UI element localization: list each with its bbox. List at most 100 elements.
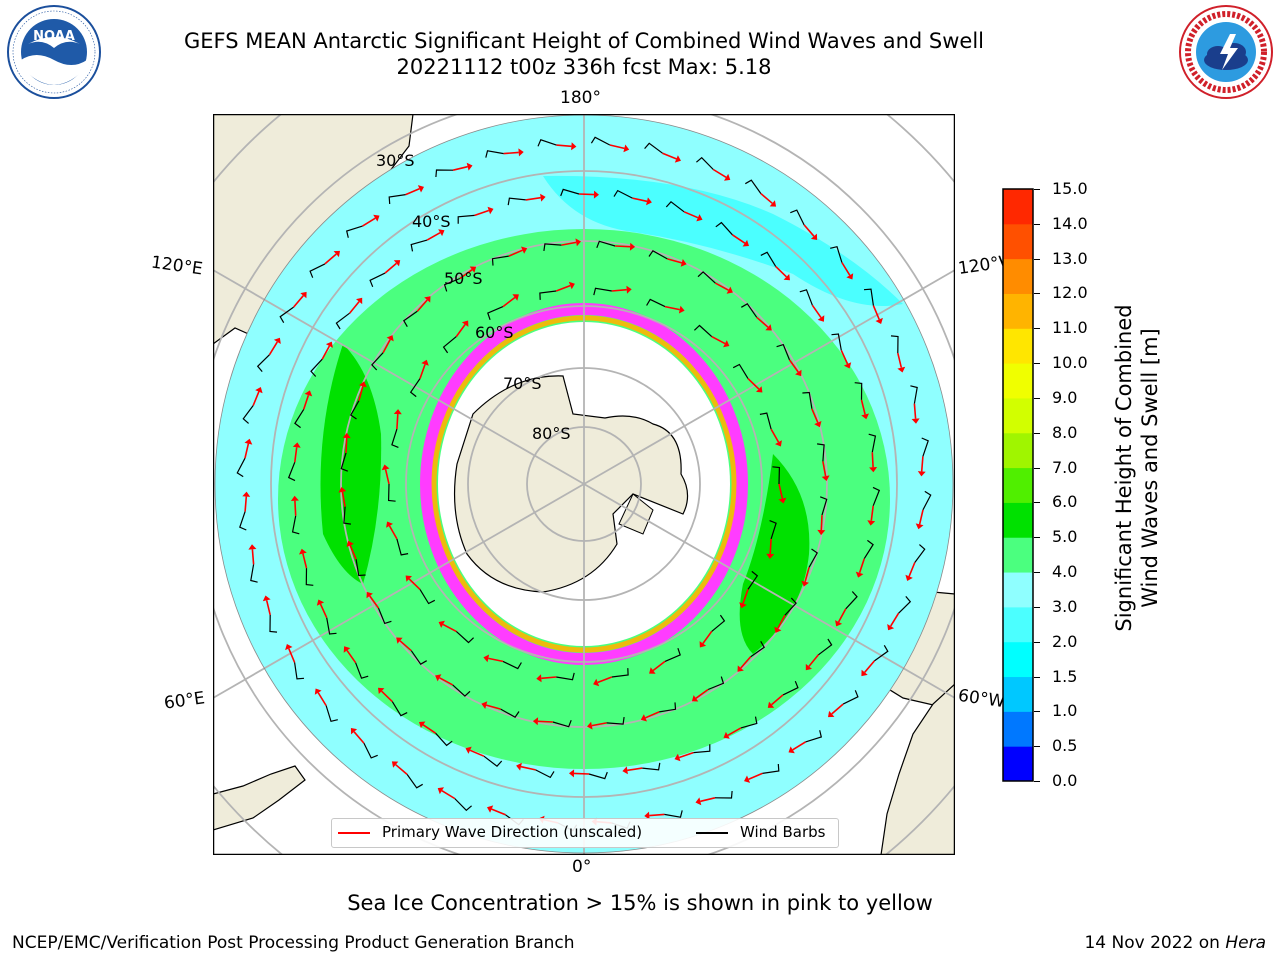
wind-barb <box>874 644 889 662</box>
wave-direction-arrow <box>426 232 441 241</box>
wave-direction-arrowhead <box>393 260 401 267</box>
wave-direction-arrow <box>345 437 348 453</box>
wave-direction-arrowhead <box>674 155 681 163</box>
wave-direction-arrow <box>771 694 784 706</box>
wind-barb <box>305 568 314 586</box>
wave-direction-arrow <box>712 168 727 178</box>
wave-direction-arrowhead <box>674 753 681 762</box>
wind-barb <box>236 457 246 478</box>
wind-barb <box>646 298 666 308</box>
wave-direction-arrowhead <box>255 387 263 394</box>
wave-direction-arrow <box>811 304 822 319</box>
wave-direction-arrowhead <box>821 475 830 481</box>
wave-direction-arrow <box>860 399 866 415</box>
nws-logo <box>1179 5 1273 99</box>
wind-barb <box>769 520 777 540</box>
chart-title: GEFS MEAN Antarctic Significant Height o… <box>183 29 985 53</box>
wind-barb <box>590 136 611 146</box>
wave-direction-arrow <box>920 456 924 472</box>
wave-direction-arrow <box>777 614 786 629</box>
wind-barb <box>239 511 247 531</box>
wave-direction-arrow <box>382 339 391 354</box>
wind-barb <box>747 570 759 590</box>
wind-barb <box>419 589 436 605</box>
colorbar-tick-mark <box>1034 223 1040 225</box>
wind-barb <box>818 638 833 656</box>
wave-direction-arrowhead <box>461 320 469 327</box>
wave-direction-arrowhead <box>386 521 393 528</box>
wave-direction-arrowhead <box>774 626 782 633</box>
lat-label-60s: 60°S <box>475 323 514 342</box>
wave-direction-arrowhead <box>391 761 399 768</box>
colorbar-tick-label: 5.0 <box>1052 527 1078 547</box>
wind-barb <box>350 400 360 420</box>
wind-barb <box>744 179 762 194</box>
colorbar-tick-mark <box>1034 467 1040 469</box>
wave-direction-arrowhead <box>756 386 763 393</box>
wind-barb <box>325 705 338 723</box>
wind-barb <box>642 762 661 771</box>
wind-barb <box>396 538 409 556</box>
colorbar-tick-mark <box>1034 502 1040 504</box>
wind-barb <box>388 194 406 205</box>
colorbar-segment <box>1003 328 1033 364</box>
wave-direction-arrowhead <box>290 495 299 501</box>
wave-direction-arrow <box>294 447 298 463</box>
colorbar-segment <box>1003 606 1033 643</box>
colorbar-segment <box>1003 223 1033 260</box>
wind-barb <box>831 333 842 351</box>
wave-direction-arrow <box>870 505 874 521</box>
wave-direction-arrow <box>792 741 806 751</box>
wave-direction-arrow <box>302 553 308 569</box>
wave-direction-arrow <box>858 558 866 574</box>
colorbar-tick-label: 6.0 <box>1052 492 1078 512</box>
wave-direction-arrow <box>831 703 844 715</box>
wind-barb <box>435 732 453 747</box>
wind-barb <box>556 672 575 681</box>
wave-direction-arrow <box>803 224 815 237</box>
wind-barb <box>696 156 714 170</box>
wave-direction-arrow <box>775 265 787 278</box>
wave-direction-arrowhead <box>696 214 703 222</box>
colorbar-tick-label: 8.0 <box>1052 422 1078 442</box>
wave-direction-arrowhead <box>512 294 519 301</box>
wave-direction-arrow <box>667 258 683 264</box>
wind-barb <box>802 391 813 409</box>
wave-direction-arrowhead <box>775 440 782 447</box>
wave-direction-arrowhead <box>629 242 636 251</box>
colorbar-tick-label: 14.0 <box>1052 213 1088 233</box>
lat-label-40s: 40°S <box>412 212 451 231</box>
wave-direction-arrowhead <box>897 366 906 373</box>
wind-barb <box>287 461 296 482</box>
wave-direction-arrow <box>520 765 536 771</box>
wave-direction-arrowhead <box>356 297 363 305</box>
colorbar-segment <box>1003 363 1033 399</box>
wave-direction-arrow <box>664 305 680 311</box>
wave-direction-arrowhead <box>487 805 494 813</box>
wind-barb <box>256 354 270 372</box>
colorbar-tick-mark <box>1034 363 1040 365</box>
wave-direction-arrow <box>840 349 849 365</box>
wave-direction-arrowhead <box>300 291 307 299</box>
wave-direction-arrow <box>399 640 412 652</box>
wave-direction-arrowhead <box>393 409 402 415</box>
wave-direction-arrowhead <box>532 717 539 726</box>
wave-direction-arrow <box>742 589 749 604</box>
wave-direction-arrowhead <box>273 337 281 344</box>
wave-direction-arrow <box>609 144 625 150</box>
wave-direction-arrowhead <box>304 390 313 397</box>
wave-direction-arrowhead <box>795 369 802 377</box>
wave-direction-arrow <box>395 764 408 776</box>
wave-direction-arrow <box>419 364 426 379</box>
wave-direction-arrowhead <box>593 190 599 199</box>
wave-direction-arrow <box>341 491 346 507</box>
colorbar-tick-label: 4.0 <box>1052 562 1078 582</box>
colorbar <box>1002 188 1034 782</box>
wave-direction-arrowhead <box>767 701 775 708</box>
colorbar-label-line1: Significant Height of Combined <box>1112 304 1136 632</box>
footer-credit: NCEP/EMC/Verification Post Processing Pr… <box>12 933 575 953</box>
wave-direction-arrowhead <box>466 162 473 171</box>
wave-direction-arrowhead <box>855 571 864 578</box>
wave-direction-arrowhead <box>421 359 429 366</box>
wind-barb <box>759 412 772 430</box>
